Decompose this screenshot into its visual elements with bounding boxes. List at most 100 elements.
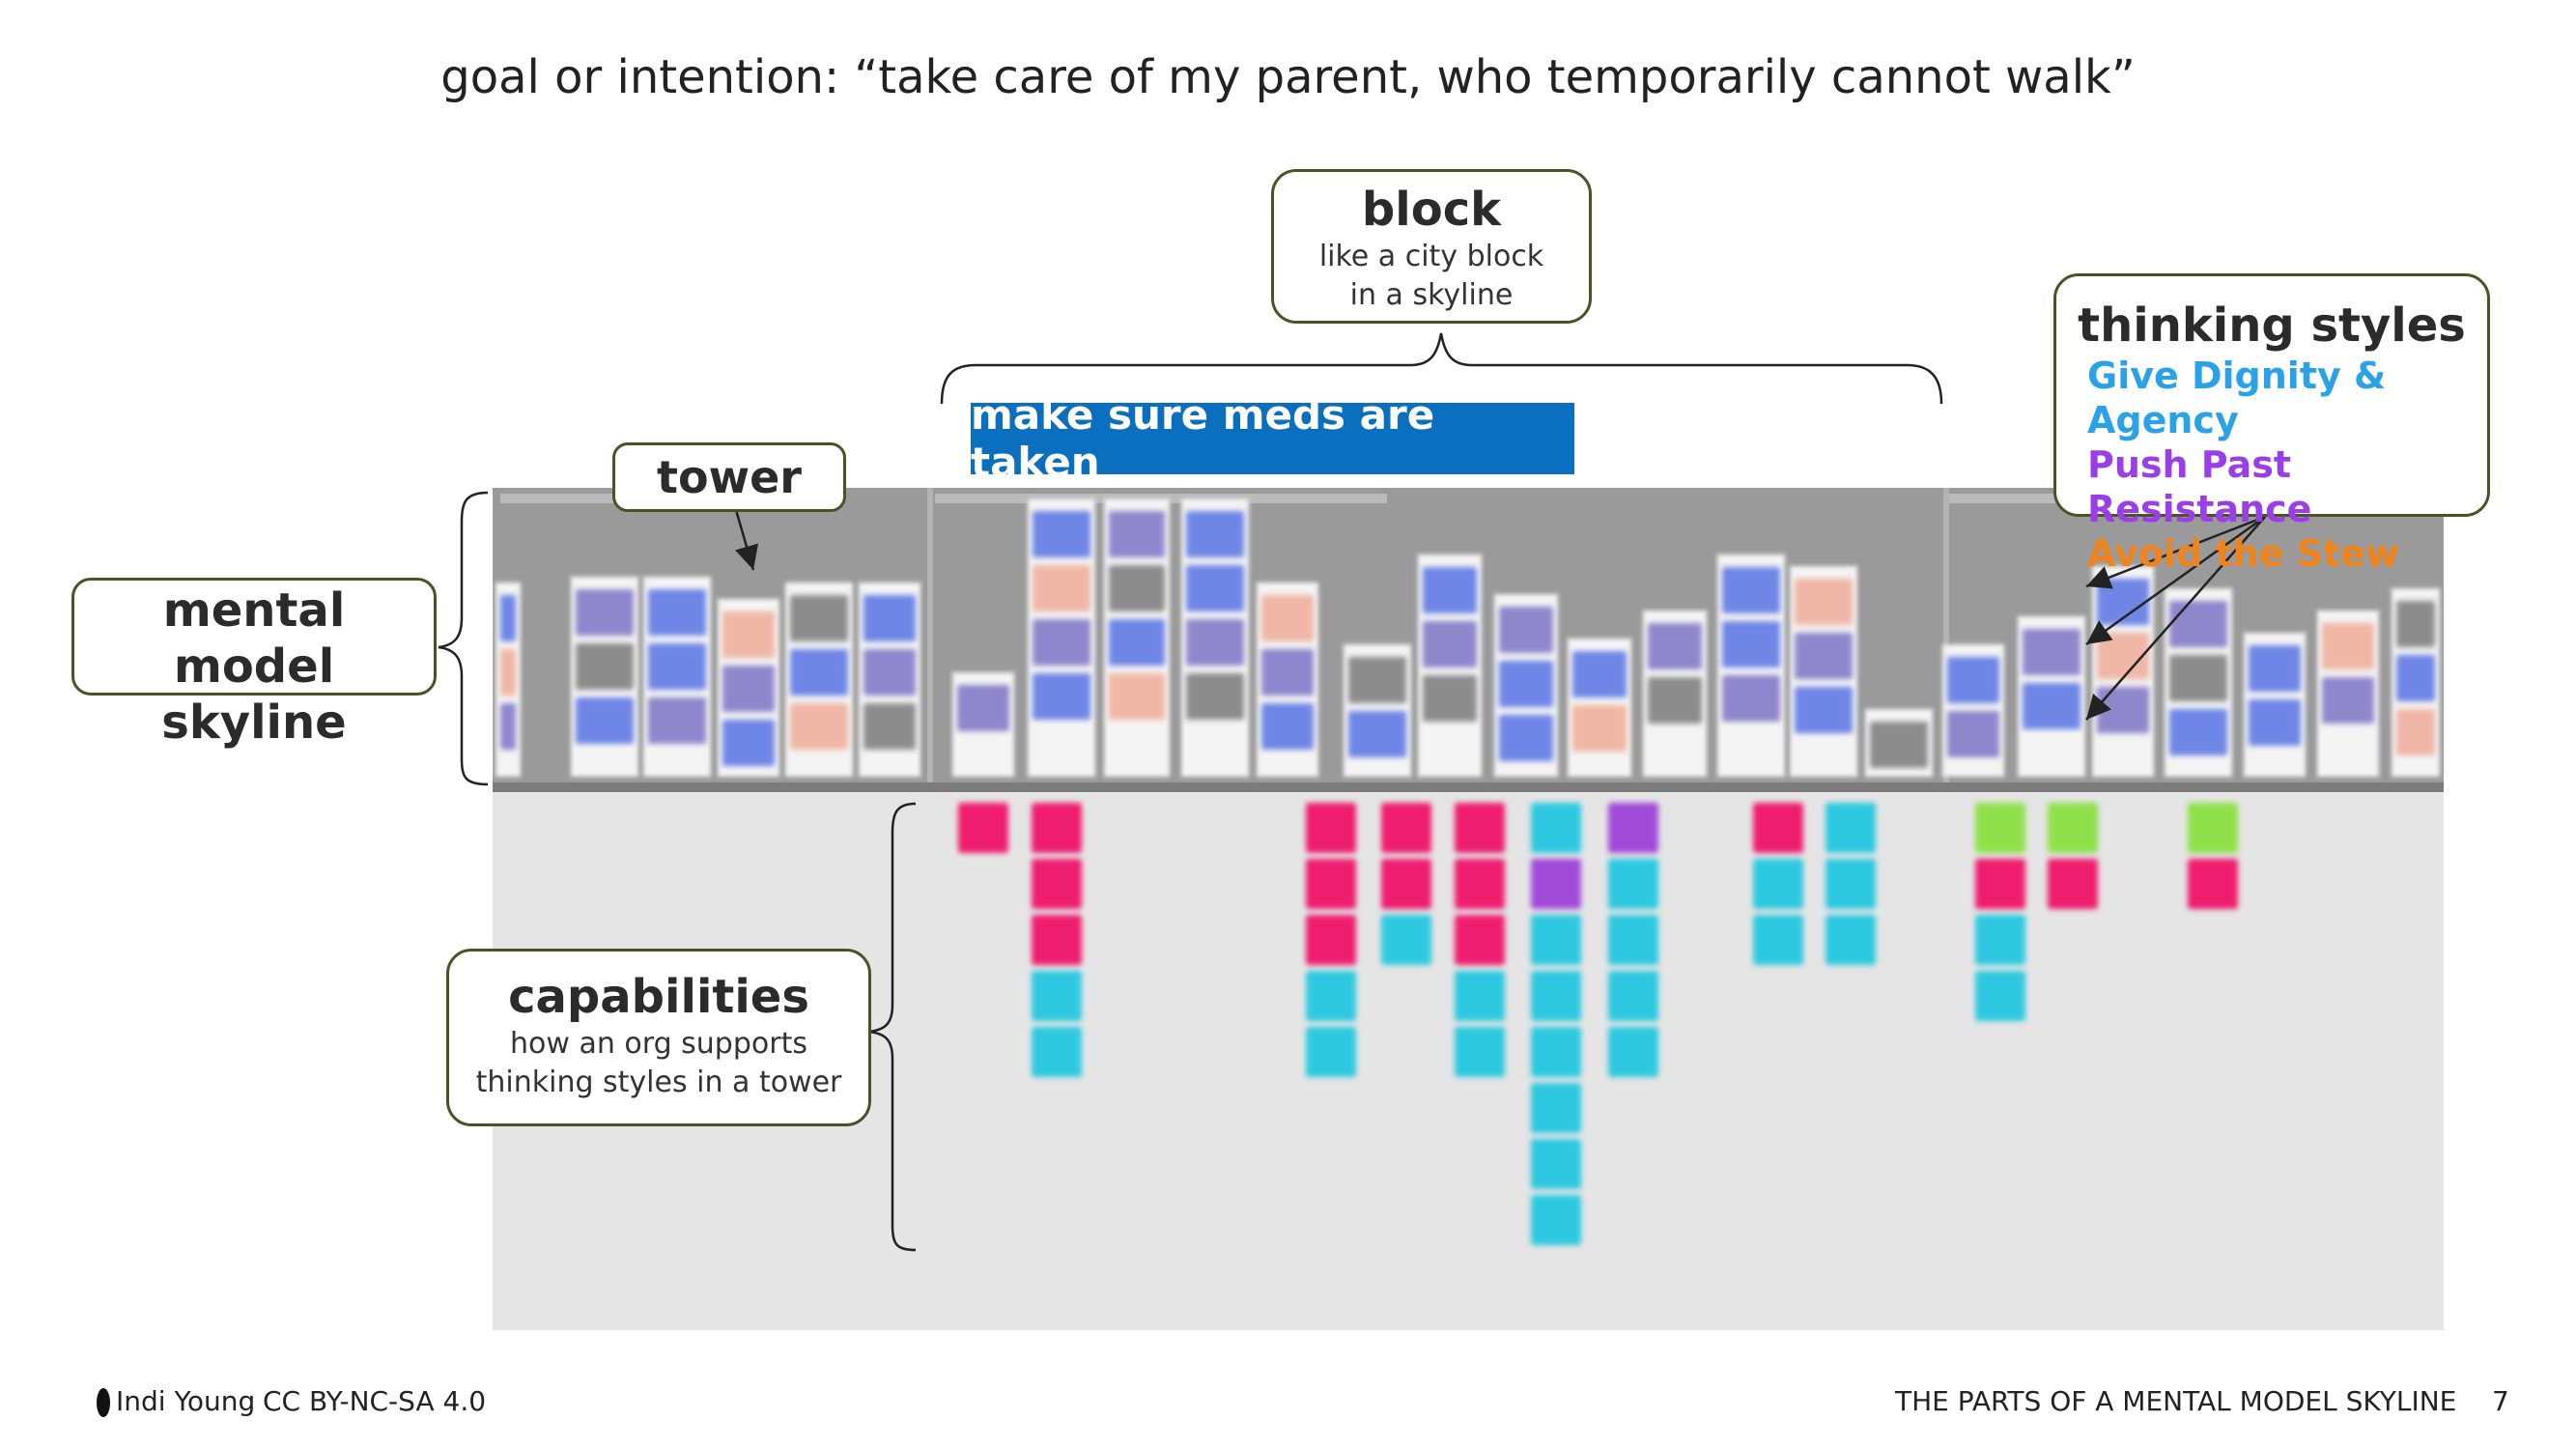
skyline-note: [1261, 595, 1314, 641]
capability-note: [1531, 1027, 1581, 1077]
capabilities-heading: capabilities: [508, 970, 809, 1024]
capability-note: [1531, 803, 1581, 853]
capability-note: [1826, 915, 1876, 965]
skyline-note: [1109, 619, 1165, 666]
capability-note: [2188, 803, 2238, 853]
capability-note: [1455, 971, 1505, 1021]
capability-note: [1381, 803, 1431, 853]
thinking-style-arrow: [2085, 516, 2266, 721]
skyline-note: [2249, 699, 2301, 746]
page-number: 7: [2492, 1385, 2509, 1417]
skyline-note: [1795, 579, 1853, 625]
skyline-note: [1261, 703, 1314, 750]
capability-note: [1975, 915, 2025, 965]
author-logo-icon: [97, 1388, 110, 1417]
skyline-note: [2249, 645, 2301, 692]
skyline-note: [2396, 709, 2435, 755]
skyline-note: [500, 649, 516, 696]
thinking-style-resistance: Push Past Resistance: [2087, 443, 2312, 530]
footer-author: Indi Young: [97, 1385, 255, 1417]
footer-license: CC BY-NC-SA 4.0: [263, 1385, 487, 1417]
capability-note: [1608, 859, 1658, 909]
thinking-styles-heading: thinking styles: [2078, 298, 2466, 353]
skyline-note: [1348, 711, 1406, 757]
capability-note: [1531, 971, 1581, 1021]
skyline-note: [790, 595, 848, 641]
skyline-note: [1499, 661, 1553, 707]
block-banner: make sure meds are taken: [971, 391, 1574, 486]
skyline-note: [790, 649, 848, 696]
skyline-note: [2396, 655, 2435, 701]
skyline-note: [1499, 715, 1553, 761]
capability-note: [1608, 971, 1658, 1021]
skyline-note: [1648, 677, 1702, 724]
skyline-note: [576, 643, 634, 690]
skyline-brace: [438, 491, 489, 786]
skyline-note: [576, 589, 634, 636]
capability-note: [1608, 803, 1658, 853]
block-separator: [1943, 488, 1949, 782]
skyline-callout: mental model skyline: [71, 578, 437, 750]
skyline-note: [500, 595, 516, 641]
skyline-note: [863, 703, 916, 750]
skyline-note: [1572, 705, 1627, 752]
capability-note: [1975, 859, 2025, 909]
capability-note: [1975, 803, 2025, 853]
thinking-style-stew: Avoid the Stew: [2087, 532, 2400, 575]
thinking-styles-callout: thinking styles Give Dignity & Agency Pu…: [2053, 273, 2490, 575]
capability-note: [1608, 1027, 1658, 1077]
skyline-note: [1795, 633, 1853, 679]
capability-note: [1032, 1027, 1082, 1077]
skyline-note: [1186, 619, 1244, 666]
capability-note: [1608, 915, 1658, 965]
skyline-note: [2396, 601, 2435, 647]
capability-note: [1306, 1027, 1356, 1077]
skyline-note: [957, 685, 1009, 731]
skyline-note: [2322, 623, 2374, 669]
author-name: Indi Young: [116, 1385, 256, 1417]
block-header-strip: [500, 494, 692, 503]
block-brace: [940, 332, 1943, 405]
skyline-note: [1186, 511, 1244, 557]
skyline-note: [1722, 567, 1780, 613]
skyline-heading: mental model skyline: [161, 583, 347, 750]
capability-note: [2188, 859, 2238, 909]
skyline-note: [1261, 649, 1314, 696]
skyline-note: [1572, 651, 1627, 697]
page-title: goal or intention: “take care of my pare…: [440, 50, 2136, 104]
skyline-note: [648, 697, 706, 744]
skyline-note: [500, 703, 516, 750]
skyline-note: [2169, 709, 2227, 755]
skyline-note: [1033, 619, 1090, 666]
skyline-note: [1722, 621, 1780, 668]
capability-note: [1531, 1139, 1581, 1189]
tower-arrow: [734, 509, 759, 571]
skyline-note: [1109, 565, 1165, 611]
capability-note: [1753, 915, 1803, 965]
tower-callout: tower: [612, 442, 846, 512]
capability-note: [1455, 1027, 1505, 1077]
skyline-note: [1186, 565, 1244, 611]
skyline-divider: [493, 782, 2444, 792]
skyline-note: [1947, 711, 1999, 757]
capability-note: [1306, 859, 1356, 909]
capability-note: [1032, 803, 1082, 853]
capability-note: [1455, 803, 1505, 853]
capability-note: [1531, 859, 1581, 909]
capability-note: [2048, 803, 2098, 853]
skyline-note: [1186, 673, 1244, 720]
capability-note: [1531, 915, 1581, 965]
capability-note: [1306, 915, 1356, 965]
thinking-style-dignity: Give Dignity & Agency: [2087, 355, 2387, 441]
skyline-note: [2169, 655, 2227, 701]
capabilities-brace: [868, 802, 917, 1252]
thinking-style-arrow: [2085, 515, 2266, 589]
skyline-note: [722, 720, 775, 766]
skyline-note: [1499, 607, 1553, 653]
capability-note: [1975, 971, 2025, 1021]
skyline-note: [2023, 683, 2081, 729]
skyline-note: [1109, 673, 1165, 720]
skyline-note: [1947, 657, 1999, 703]
capability-note: [1531, 1083, 1581, 1133]
